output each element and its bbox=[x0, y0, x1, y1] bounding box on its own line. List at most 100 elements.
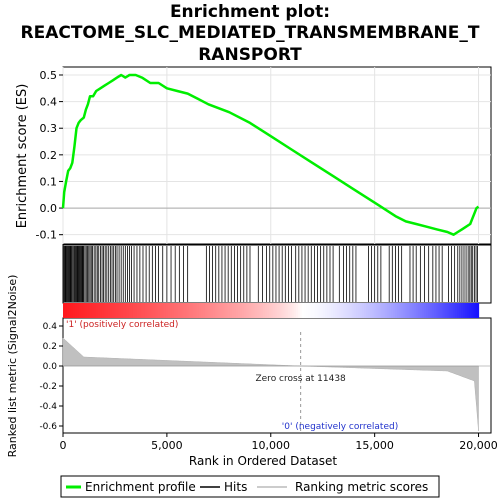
colorbar-segment bbox=[144, 303, 148, 318]
colorbar-segment bbox=[362, 303, 365, 318]
colorbar-segment bbox=[274, 303, 278, 318]
colorbar-segment bbox=[412, 303, 416, 318]
colorbar-segment bbox=[125, 303, 128, 318]
colorbar-segment bbox=[379, 303, 383, 318]
colorbar-segment bbox=[82, 303, 85, 318]
colorbar-segment bbox=[92, 303, 95, 318]
colorbar-segment bbox=[410, 303, 414, 318]
colorbar-segment bbox=[476, 303, 480, 318]
colorbar-segment bbox=[315, 303, 318, 318]
colorbar-segment bbox=[290, 303, 293, 318]
colorbar-segment bbox=[350, 303, 353, 318]
legend-label-enrichment: Enrichment profile bbox=[85, 480, 196, 494]
colorbar-segment bbox=[431, 303, 435, 318]
colorbar-segment bbox=[371, 303, 375, 318]
es-curve-group bbox=[61, 73, 480, 236]
colorbar-segment bbox=[447, 303, 451, 318]
legend-box bbox=[60, 475, 440, 498]
colorbar-segment bbox=[113, 303, 117, 318]
colorbar-segment bbox=[264, 303, 268, 318]
colorbar-segment bbox=[292, 303, 295, 318]
metric-y-tick-label: 0.0 bbox=[43, 362, 58, 372]
colorbar-segment bbox=[233, 303, 237, 318]
colorbar-segment bbox=[235, 303, 239, 318]
chart-title-line-3: RANSPORT bbox=[198, 45, 302, 65]
colorbar-segment bbox=[396, 303, 400, 318]
colorbar-segment bbox=[175, 303, 179, 318]
colorbar-segment bbox=[363, 303, 367, 318]
colorbar-segment bbox=[185, 303, 188, 318]
colorbar-segment bbox=[189, 303, 192, 318]
colorbar-segment bbox=[257, 303, 260, 318]
colorbar-segment bbox=[245, 303, 249, 318]
colorbar-segment bbox=[433, 303, 437, 318]
colorbar-segment bbox=[134, 303, 138, 318]
colorbar-segment bbox=[429, 303, 433, 318]
colorbar-segment bbox=[424, 303, 427, 318]
colorbar-segment bbox=[422, 303, 425, 318]
rank-colorbar bbox=[63, 303, 480, 318]
colorbar-segment bbox=[464, 303, 468, 318]
colorbar-segment bbox=[173, 303, 177, 318]
colorbar-segment bbox=[70, 303, 74, 318]
colorbar-segment bbox=[80, 303, 84, 318]
colorbar-segment bbox=[196, 303, 200, 318]
hit-ticks-group bbox=[63, 246, 478, 302]
colorbar-segment bbox=[121, 303, 124, 318]
colorbar-segment bbox=[453, 303, 456, 318]
es-y-axis-label: Enrichment score (ES) bbox=[15, 84, 30, 229]
colorbar-segment bbox=[103, 303, 107, 318]
colorbar-segment bbox=[96, 303, 99, 318]
metric-y-tick-label: -0.4 bbox=[39, 402, 57, 412]
colorbar-segment bbox=[461, 303, 464, 318]
colorbar-segment bbox=[90, 303, 93, 318]
colorbar-segment bbox=[123, 303, 126, 318]
colorbar-segment bbox=[468, 303, 472, 318]
colorbar-segment bbox=[414, 303, 417, 318]
es-panel-frame bbox=[62, 66, 492, 245]
colorbar-segment bbox=[222, 303, 225, 318]
colorbar-segment bbox=[251, 303, 254, 318]
es-y-tick-label: 0.1 bbox=[40, 175, 58, 188]
x-tick-label: 5,000 bbox=[151, 439, 183, 452]
colorbar-segment bbox=[381, 303, 384, 318]
colorbar-segment bbox=[117, 303, 120, 318]
colorbar-segment bbox=[439, 303, 443, 318]
colorbar-segment bbox=[64, 303, 68, 318]
colorbar-segment bbox=[140, 303, 144, 318]
colorbar-segment bbox=[387, 303, 390, 318]
metric-y-tick-label: -0.2 bbox=[39, 382, 57, 392]
x-axis-label: Rank in Ordered Dataset bbox=[189, 454, 337, 468]
colorbar-segment bbox=[365, 303, 369, 318]
colorbar-segment bbox=[239, 303, 243, 318]
colorbar-segment bbox=[78, 303, 82, 318]
metric-y-axis-label: Ranked list metric (Signal2Noise) bbox=[6, 275, 19, 458]
colorbar-segment bbox=[336, 303, 340, 318]
colorbar-segment bbox=[146, 303, 150, 318]
colorbar-segment bbox=[352, 303, 355, 318]
colorbar-segment bbox=[327, 303, 330, 318]
colorbar-segment bbox=[437, 303, 441, 318]
legend-label-hits: Hits bbox=[224, 480, 247, 494]
colorbar-segment bbox=[325, 303, 328, 318]
colorbar-segment bbox=[420, 303, 423, 318]
colorbar-segment bbox=[218, 303, 221, 318]
colorbar-segment bbox=[408, 303, 412, 318]
es-grid bbox=[62, 67, 491, 244]
colorbar-segment bbox=[86, 303, 89, 318]
colorbar-segment bbox=[470, 303, 474, 318]
colorbar-segment bbox=[109, 303, 113, 318]
colorbar-segment bbox=[286, 303, 289, 318]
metric-area bbox=[62, 337, 479, 432]
colorbar-segment bbox=[360, 303, 363, 318]
colorbar-segment bbox=[474, 303, 478, 318]
colorbar-segment bbox=[163, 303, 167, 318]
colorbar-segment bbox=[210, 303, 214, 318]
colorbar-segment bbox=[220, 303, 223, 318]
colorbar-segment bbox=[142, 303, 146, 318]
colorbar-segment bbox=[278, 303, 282, 318]
colorbar-segment bbox=[212, 303, 216, 318]
colorbar-segment bbox=[395, 303, 398, 318]
colorbar-segment bbox=[76, 303, 80, 318]
